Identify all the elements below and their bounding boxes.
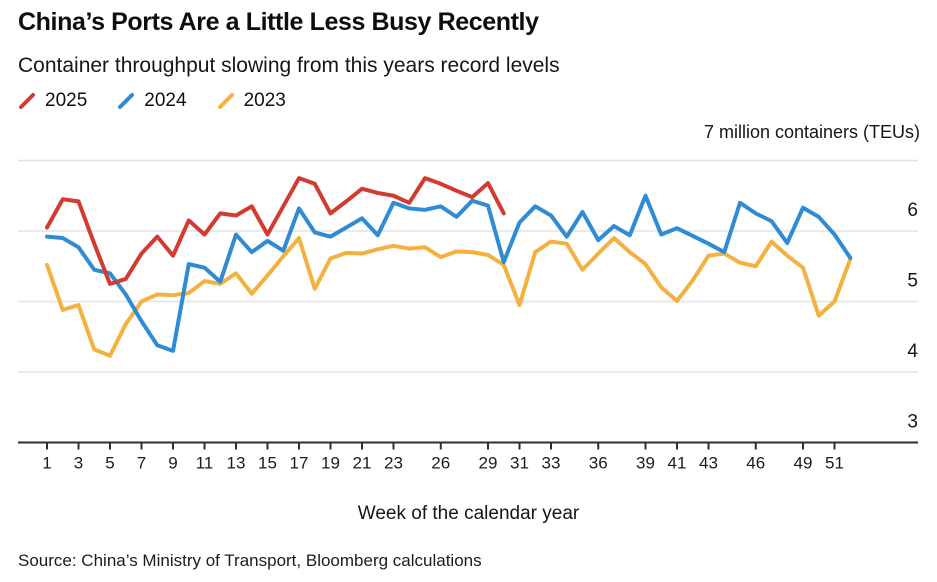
x-tick-label-7: 7 xyxy=(137,453,146,472)
legend-swatch-stroke-2025 xyxy=(19,93,35,109)
y-tick-label-6: 6 xyxy=(907,200,918,221)
x-tick-label-15: 15 xyxy=(258,453,277,472)
x-tick-label-26: 26 xyxy=(431,453,450,472)
x-tick-label-11: 11 xyxy=(196,453,214,472)
legend-swatch-stroke-2024 xyxy=(118,93,135,109)
x-tick-label-29: 29 xyxy=(479,453,498,472)
x-tick-label-31: 31 xyxy=(510,453,529,472)
legend-label-2025: 2025 xyxy=(45,90,88,111)
x-tick-label-3: 3 xyxy=(74,453,83,472)
x-tick-label-21: 21 xyxy=(353,453,372,472)
x-tick-label-41: 41 xyxy=(668,453,687,472)
source-note: Source: China’s Ministry of Transport, B… xyxy=(18,551,482,570)
legend-swatch-stroke-2023 xyxy=(217,93,234,109)
x-tick-label-17: 17 xyxy=(290,453,309,472)
x-tick-label-5: 5 xyxy=(105,453,114,472)
x-tick-label-49: 49 xyxy=(794,453,813,472)
legend-item-2024: 2024 xyxy=(117,90,187,112)
x-tick-label-36: 36 xyxy=(589,453,608,472)
legend-label-2024: 2024 xyxy=(144,90,187,111)
y-tick-label-3: 3 xyxy=(907,412,918,433)
legend-item-2023: 2023 xyxy=(217,90,286,112)
x-tick-label-1: 1 xyxy=(42,453,51,472)
y-tick-label-5: 5 xyxy=(907,271,918,292)
series-line-2024 xyxy=(45,193,853,353)
x-tick-label-9: 9 xyxy=(168,453,177,472)
y-axis-unit-label: 7 million containers (TEUs) xyxy=(703,122,920,142)
x-tick-label-43: 43 xyxy=(699,453,718,472)
legend-label-2023: 2023 xyxy=(243,90,286,111)
x-axis-title: Week of the calendar year xyxy=(357,503,580,524)
chart-subtitle: Container throughput slowing from this y… xyxy=(18,54,560,77)
series-line-2025 xyxy=(45,176,506,286)
x-tick-label-23: 23 xyxy=(384,453,403,472)
legend-swatch-icon-2024 xyxy=(118,93,135,109)
x-tick-label-39: 39 xyxy=(636,453,655,472)
legend: 2025 2024 2023 xyxy=(18,90,286,112)
legend-swatch-icon-2025 xyxy=(19,93,35,109)
chart-title: China’s Ports Are a Little Less Busy Rec… xyxy=(18,8,539,36)
x-tick-label-51: 51 xyxy=(825,453,844,472)
y-tick-label-4: 4 xyxy=(907,341,918,362)
x-tick-label-33: 33 xyxy=(542,453,561,472)
legend-item-2025: 2025 xyxy=(18,90,87,112)
x-tick-label-46: 46 xyxy=(746,453,765,472)
series-line-2023 xyxy=(45,236,853,358)
x-tick-label-19: 19 xyxy=(321,453,340,472)
x-tick-label-13: 13 xyxy=(227,453,246,472)
legend-swatch-icon-2023 xyxy=(217,93,234,109)
